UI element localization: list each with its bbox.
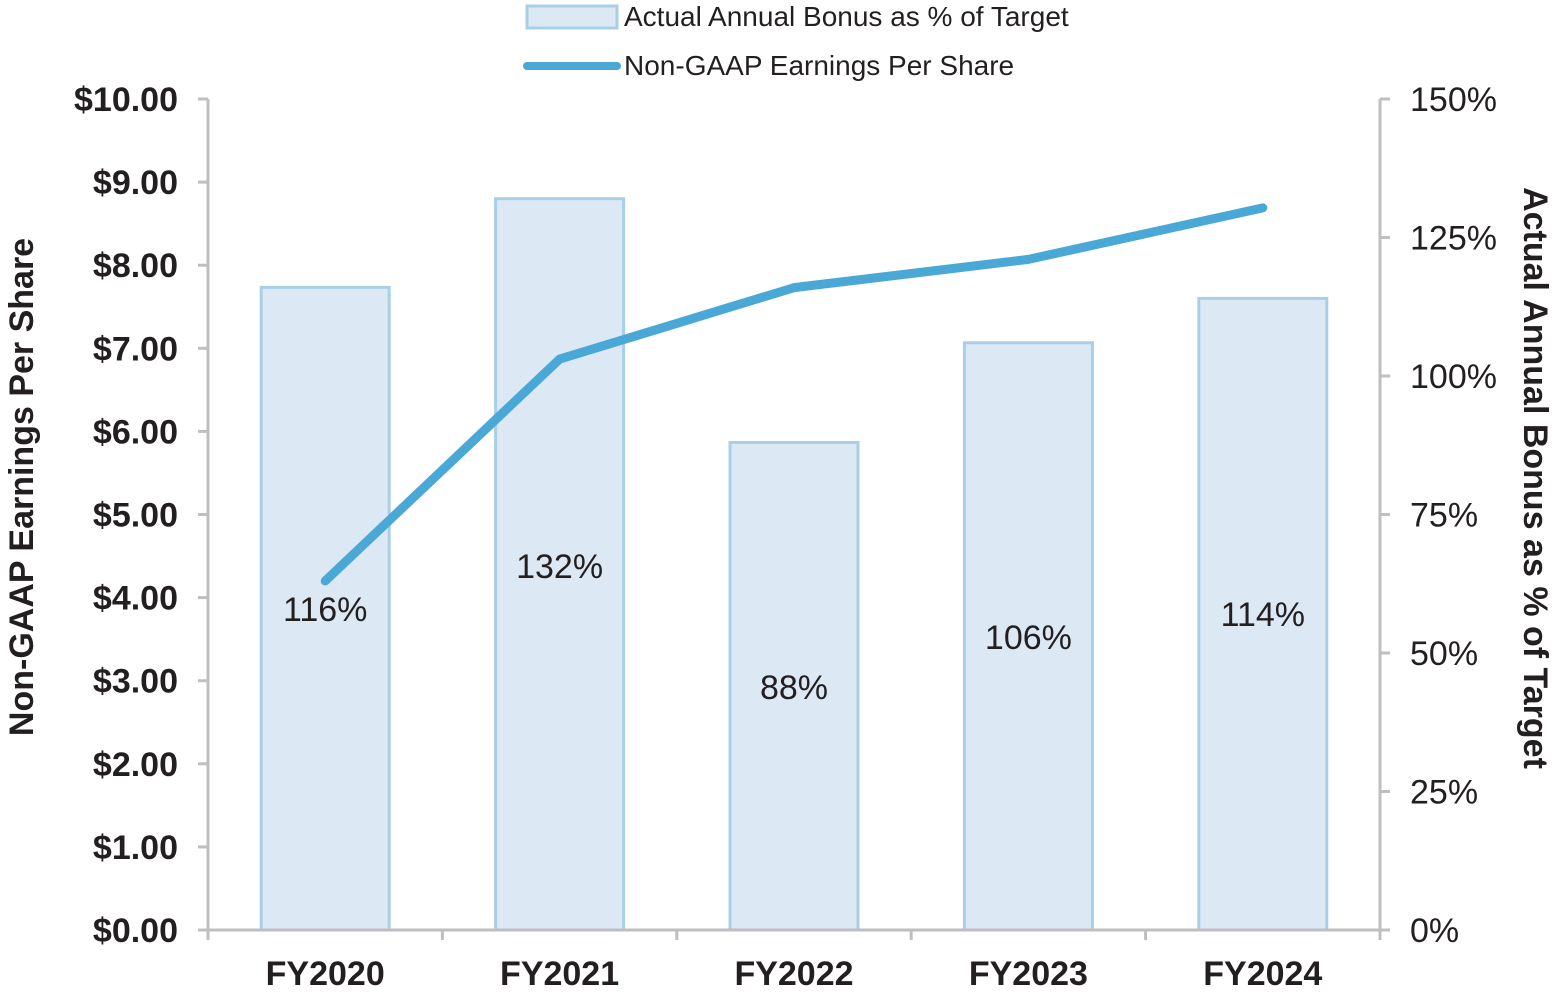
left-tick-label: $1.00 (93, 829, 178, 867)
right-tick-label: 25% (1410, 774, 1478, 812)
right-tick-label: 75% (1410, 497, 1478, 535)
bar-FY2021 (494, 197, 626, 932)
x-tick-label: FY2024 (1203, 955, 1322, 993)
left-tick-label: $5.00 (93, 497, 178, 535)
bar-data-label: 88% (760, 669, 828, 707)
bar-FY2024 (1197, 296, 1329, 932)
right-tick-label: 125% (1410, 220, 1497, 258)
left-tick-label: $9.00 (93, 164, 178, 202)
x-tick-label: FY2021 (500, 955, 619, 993)
left-tick-label: $6.00 (93, 413, 178, 451)
bar-FY2023 (962, 341, 1094, 932)
left-tick-label: $2.00 (93, 746, 178, 784)
right-tick-label: 50% (1410, 635, 1478, 673)
bar-data-label: 106% (985, 619, 1072, 657)
plot-area: $0.00 $1.00 $2.00 $3.00 $4.00 $5.00 $6.00 $7.00… (74, 81, 1497, 993)
x-tick-label: FY2020 (266, 955, 385, 993)
right-tick-label: 150% (1410, 81, 1497, 119)
left-tick-label: $3.00 (93, 663, 178, 701)
left-tick-label: $10.00 (74, 81, 178, 119)
right-tick-label: 0% (1410, 912, 1459, 950)
left-tick-label: $8.00 (93, 247, 178, 285)
bar-data-label: 132% (516, 548, 603, 586)
bar-data-label: 114% (1221, 596, 1305, 634)
x-tick-label: FY2022 (734, 955, 853, 993)
legend: Actual Annual Bonus as % of Target Non-G… (523, 1, 1069, 81)
right-tick-label: 100% (1410, 358, 1497, 396)
legend-bar-swatch (525, 4, 619, 30)
x-tick-label: FY2023 (969, 955, 1088, 993)
legend-bar-label: Actual Annual Bonus as % of Target (624, 1, 1069, 32)
legend-line-label: Non-GAAP Earnings Per Share (624, 50, 1014, 81)
left-tick-label: $4.00 (93, 580, 178, 618)
bar-data-label: 116% (283, 591, 367, 629)
right-axis-title: Actual Annual Bonus as % of Target (1516, 187, 1554, 769)
left-tick-label: $7.00 (93, 330, 178, 368)
left-tick-label: $0.00 (93, 912, 178, 950)
left-axis-title: Non-GAAP Earnings Per Share (3, 238, 41, 736)
